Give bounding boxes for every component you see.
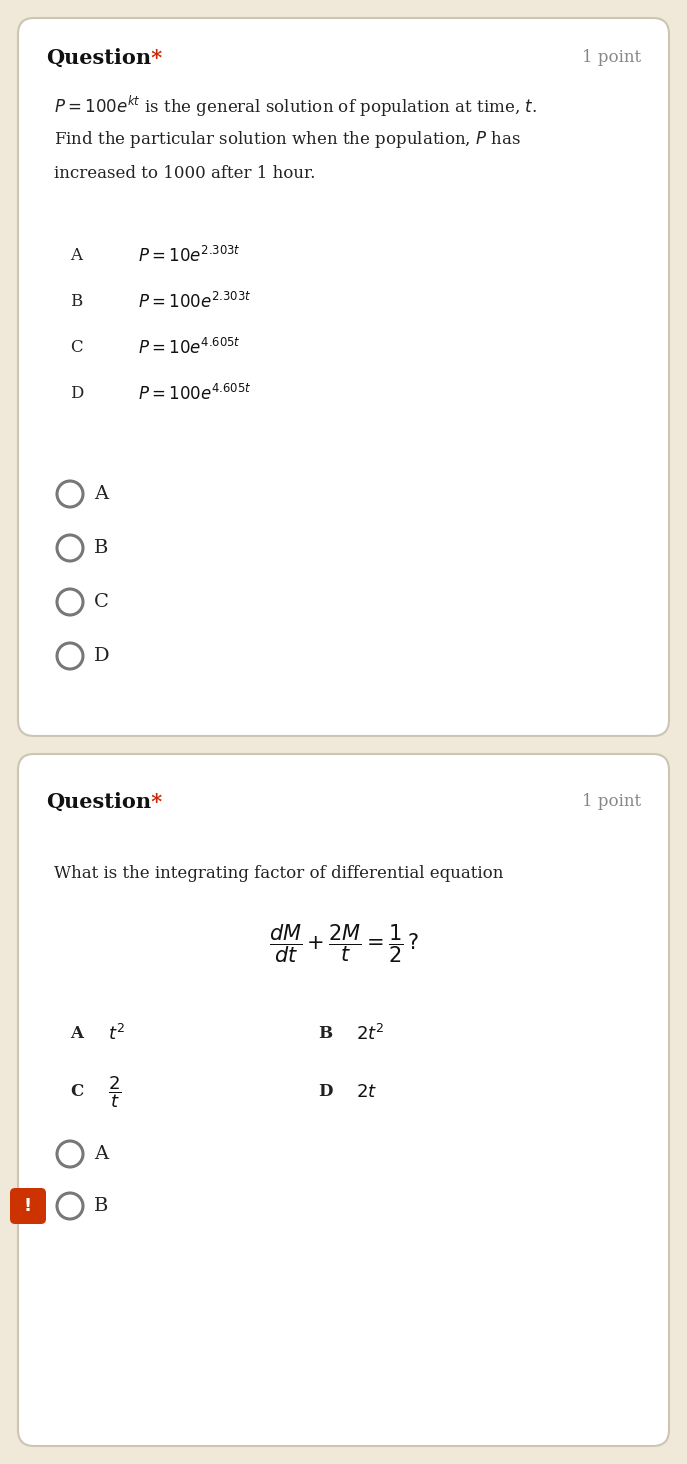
FancyBboxPatch shape [18, 754, 669, 1446]
Text: increased to 1000 after 1 hour.: increased to 1000 after 1 hour. [54, 165, 315, 183]
Text: A: A [94, 485, 108, 504]
Text: Question: Question [46, 48, 151, 67]
FancyBboxPatch shape [18, 18, 669, 736]
Text: $t^{2}$: $t^{2}$ [108, 1023, 125, 1044]
Circle shape [57, 1193, 83, 1220]
Text: B: B [70, 293, 82, 310]
Text: *: * [144, 792, 162, 813]
Text: $P = 100e^{2.303t}$: $P = 100e^{2.303t}$ [138, 291, 251, 312]
Text: $\dfrac{dM}{dt}+\dfrac{2M}{t}=\dfrac{1}{2}\,?$: $\dfrac{dM}{dt}+\dfrac{2M}{t}=\dfrac{1}{… [269, 922, 418, 965]
Text: B: B [318, 1025, 332, 1042]
Text: A: A [70, 247, 82, 265]
Text: 1 point: 1 point [582, 793, 641, 811]
Text: B: B [94, 539, 109, 556]
Text: *: * [144, 48, 162, 67]
Text: C: C [70, 340, 82, 357]
Text: 1 point: 1 point [582, 50, 641, 66]
Circle shape [57, 1140, 83, 1167]
Text: $P = 100e^{4.605t}$: $P = 100e^{4.605t}$ [138, 384, 251, 404]
Text: $P = 10e^{4.605t}$: $P = 10e^{4.605t}$ [138, 338, 241, 359]
Circle shape [57, 589, 83, 615]
Text: Find the particular solution when the population, $P$ has: Find the particular solution when the po… [54, 129, 521, 151]
Circle shape [57, 534, 83, 561]
Circle shape [57, 643, 83, 669]
Text: $2t$: $2t$ [356, 1083, 377, 1101]
Text: Question: Question [46, 792, 151, 813]
Text: C: C [70, 1083, 83, 1101]
Text: D: D [70, 385, 83, 403]
Text: $2t^{2}$: $2t^{2}$ [356, 1023, 385, 1044]
Text: $P = 10e^{2.303t}$: $P = 10e^{2.303t}$ [138, 246, 241, 266]
Text: !: ! [24, 1198, 32, 1215]
Text: C: C [94, 593, 109, 610]
Text: D: D [94, 647, 110, 665]
Text: A: A [70, 1025, 83, 1042]
Text: B: B [94, 1198, 109, 1215]
Text: $P = 100e^{kt}$ is the general solution of population at time, $t$.: $P = 100e^{kt}$ is the general solution … [54, 94, 537, 119]
Text: $\dfrac{2}{t}$: $\dfrac{2}{t}$ [108, 1075, 122, 1110]
Text: D: D [318, 1083, 333, 1101]
FancyBboxPatch shape [10, 1187, 46, 1224]
Circle shape [57, 482, 83, 507]
Text: What is the integrating factor of differential equation: What is the integrating factor of differ… [54, 865, 504, 883]
Text: A: A [94, 1145, 108, 1162]
